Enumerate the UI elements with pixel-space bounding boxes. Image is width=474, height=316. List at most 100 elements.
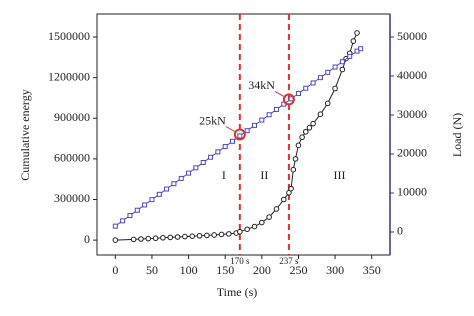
point: [226, 231, 232, 237]
x-tick-label: 100: [180, 263, 198, 277]
point: [295, 91, 301, 97]
y-tick-label: 1500000: [48, 29, 90, 43]
point: [145, 235, 152, 242]
point: [244, 226, 250, 233]
point: [286, 189, 292, 196]
x-tick-label: 50: [146, 263, 158, 277]
point: [237, 228, 243, 235]
y-axis-title: Cumulative energy: [18, 89, 32, 180]
region-label: III: [333, 168, 345, 182]
point: [196, 232, 203, 239]
x-tick-label: 250: [289, 263, 307, 277]
y-tick-label: 1200000: [48, 69, 90, 83]
point: [164, 186, 170, 192]
point: [347, 53, 353, 59]
point: [292, 156, 299, 162]
y2-tick-label: 50000: [397, 29, 427, 43]
point: [215, 149, 221, 155]
point: [325, 69, 331, 75]
point: [259, 219, 265, 226]
point: [222, 144, 228, 150]
point: [186, 170, 192, 176]
point: [324, 100, 331, 107]
point: [112, 237, 119, 243]
point: [290, 166, 297, 173]
point: [182, 233, 188, 240]
point: [171, 181, 177, 187]
y-tick-label: 600000: [54, 151, 90, 165]
y-tick-label: 300000: [54, 191, 90, 205]
point: [354, 30, 360, 36]
x-axis-title: Time (s): [217, 285, 258, 299]
point: [302, 128, 309, 135]
point: [310, 80, 316, 86]
point: [288, 185, 294, 192]
y2-tick-label: 10000: [397, 185, 427, 199]
point: [237, 133, 243, 139]
y2-tick-label: 30000: [397, 107, 427, 121]
point: [259, 117, 265, 123]
y-tick-label: 900000: [54, 110, 90, 124]
point: [244, 128, 250, 134]
region-label: I: [222, 168, 226, 182]
point: [167, 234, 174, 241]
point: [280, 196, 287, 203]
point: [273, 106, 279, 112]
point: [339, 66, 346, 73]
point: [306, 124, 313, 131]
point: [317, 75, 323, 81]
point: [332, 64, 338, 70]
y2-tick-label: 40000: [397, 68, 427, 82]
point: [120, 218, 126, 224]
y-tick-label: 0: [84, 232, 90, 246]
point: [204, 232, 210, 239]
series-line: [115, 32, 358, 241]
point: [200, 159, 206, 165]
x-tick-label: 200: [253, 263, 271, 277]
x-tick-label: 300: [326, 263, 344, 277]
highlight-leader: [225, 126, 236, 132]
point: [211, 232, 217, 238]
x-tick-label: 0: [112, 263, 118, 277]
point: [303, 85, 309, 91]
point: [317, 111, 324, 117]
point: [339, 59, 345, 65]
point: [295, 142, 302, 149]
point: [358, 46, 364, 52]
y2-axis-title: Load (N): [450, 113, 464, 157]
x-tick-label: 150: [216, 263, 234, 277]
point: [251, 122, 257, 128]
highlight-label: 25kN: [199, 113, 226, 127]
point: [130, 236, 137, 243]
point: [152, 235, 159, 242]
point: [273, 206, 280, 212]
highlight-label: 34kN: [248, 78, 275, 92]
point: [189, 233, 196, 239]
point: [350, 38, 357, 44]
highlight-point: [282, 93, 295, 106]
marker-line-label: 237 s: [279, 256, 299, 266]
point: [112, 223, 118, 229]
point: [134, 207, 140, 213]
plot-frame: [96, 13, 391, 256]
point: [299, 134, 305, 141]
point: [160, 235, 166, 241]
point: [218, 231, 225, 238]
y2-tick-label: 20000: [397, 146, 427, 160]
point: [208, 154, 214, 160]
point: [149, 197, 155, 203]
region-label: II: [260, 168, 268, 182]
y2-tick-label: 0: [397, 224, 403, 238]
point: [174, 234, 181, 240]
point: [178, 175, 184, 181]
point: [310, 120, 316, 127]
point: [138, 236, 144, 242]
point: [266, 112, 272, 118]
point: [251, 223, 258, 230]
point: [332, 85, 338, 92]
point: [193, 165, 199, 171]
point: [230, 138, 236, 144]
highlight-leader: [274, 90, 285, 97]
point: [156, 191, 162, 197]
